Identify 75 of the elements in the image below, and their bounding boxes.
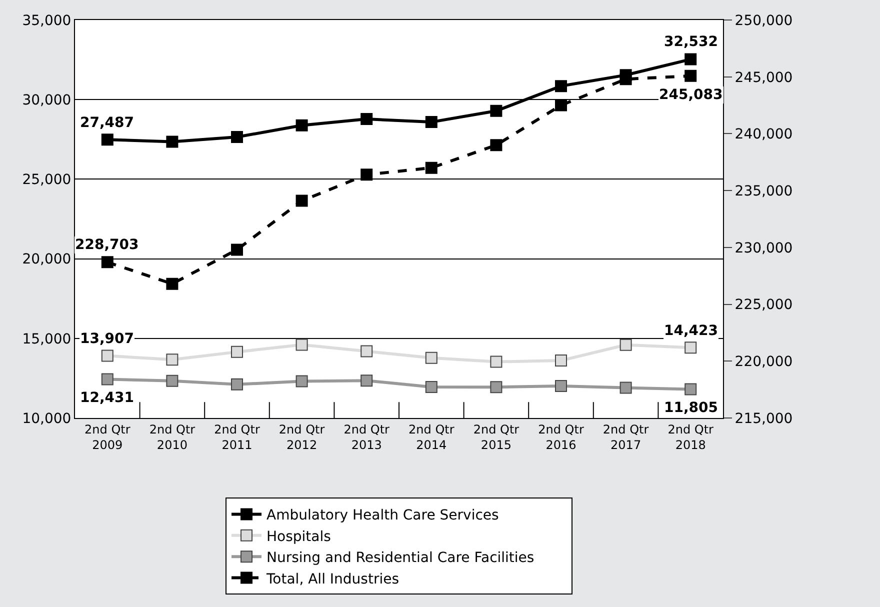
point [425,352,438,364]
legend-label: Hospitals [266,528,331,545]
y-tick-label: 35,000 [22,12,72,29]
legend-label: Total, All Industries [266,571,400,588]
point [166,354,178,366]
point [360,374,373,387]
point [101,373,114,386]
data-label: 12,431 [80,390,134,406]
point [231,378,243,390]
point [684,70,697,82]
point [555,380,567,392]
point [166,278,178,290]
y-tick-label: 25,000 [22,172,72,188]
data-label: 13,907 [80,331,134,347]
point [296,194,308,207]
point [360,168,373,181]
x-tick-label: 2nd Qtr 2017 [602,422,649,452]
point [231,244,243,256]
point [231,346,243,358]
point [620,73,632,86]
x-tick-label: 2nd Qtr 2009 [84,422,130,452]
point [425,380,438,393]
point [555,354,567,367]
y2-tick-label: 220,000 [734,354,793,370]
x-tick-label: 2nd Qtr 2011 [214,422,260,452]
x-tick-label: 2nd Qtr 2013 [344,422,390,452]
point [555,99,567,112]
data-label: 11,805 [664,400,718,416]
point [684,383,697,396]
y-tick-label: 30,000 [22,92,72,108]
y2-tick-label: 240,000 [734,126,793,143]
y2-tick-label: 230,000 [734,240,793,256]
y-tick-label: 10,000 [22,410,72,427]
point [490,104,502,117]
point [620,382,632,394]
data-label: 14,423 [664,323,718,339]
point [360,345,373,358]
point [490,381,502,394]
point [620,338,632,351]
y2-tick-label: 215,000 [734,410,793,427]
y2-tick-label: 225,000 [734,297,793,314]
point [231,131,243,144]
x-tick-label: 2nd Qtr 2014 [408,422,454,452]
y2-tick-label: 250,000 [734,12,793,29]
y-tick-label: 15,000 [22,331,72,348]
point [555,80,567,92]
point [490,139,502,152]
point [296,338,308,351]
x-tick-label: 2nd Qtr 2015 [473,422,520,452]
x-tick-label: 2nd Qtr 2018 [668,422,714,452]
data-label: 27,487 [80,115,134,131]
point [166,136,178,148]
point [360,113,373,126]
y2-tick-label: 235,000 [734,183,793,200]
x-tick-label: 2nd Qtr 2016 [538,422,584,452]
point [296,119,308,132]
point [296,375,308,388]
point [166,374,178,387]
point [684,53,697,66]
y2-tick-label: 245,000 [734,70,793,86]
point [101,256,114,268]
y-tick-label: 20,000 [22,252,72,268]
data-label: 245,083 [659,87,723,103]
point [101,134,114,146]
data-label: 32,532 [664,34,718,50]
point [425,162,438,174]
point [101,350,114,362]
point [490,356,502,368]
x-tick-label: 2nd Qtr 2010 [149,422,196,452]
legend-label: Nursing and Residential Care Facilities [266,550,534,566]
x-tick-label: 2nd Qtr 2012 [278,422,325,452]
data-label: 228,703 [75,237,139,253]
legend-label: Ambulatory Health Care Services [266,508,499,524]
point [684,342,697,354]
point [425,116,438,128]
